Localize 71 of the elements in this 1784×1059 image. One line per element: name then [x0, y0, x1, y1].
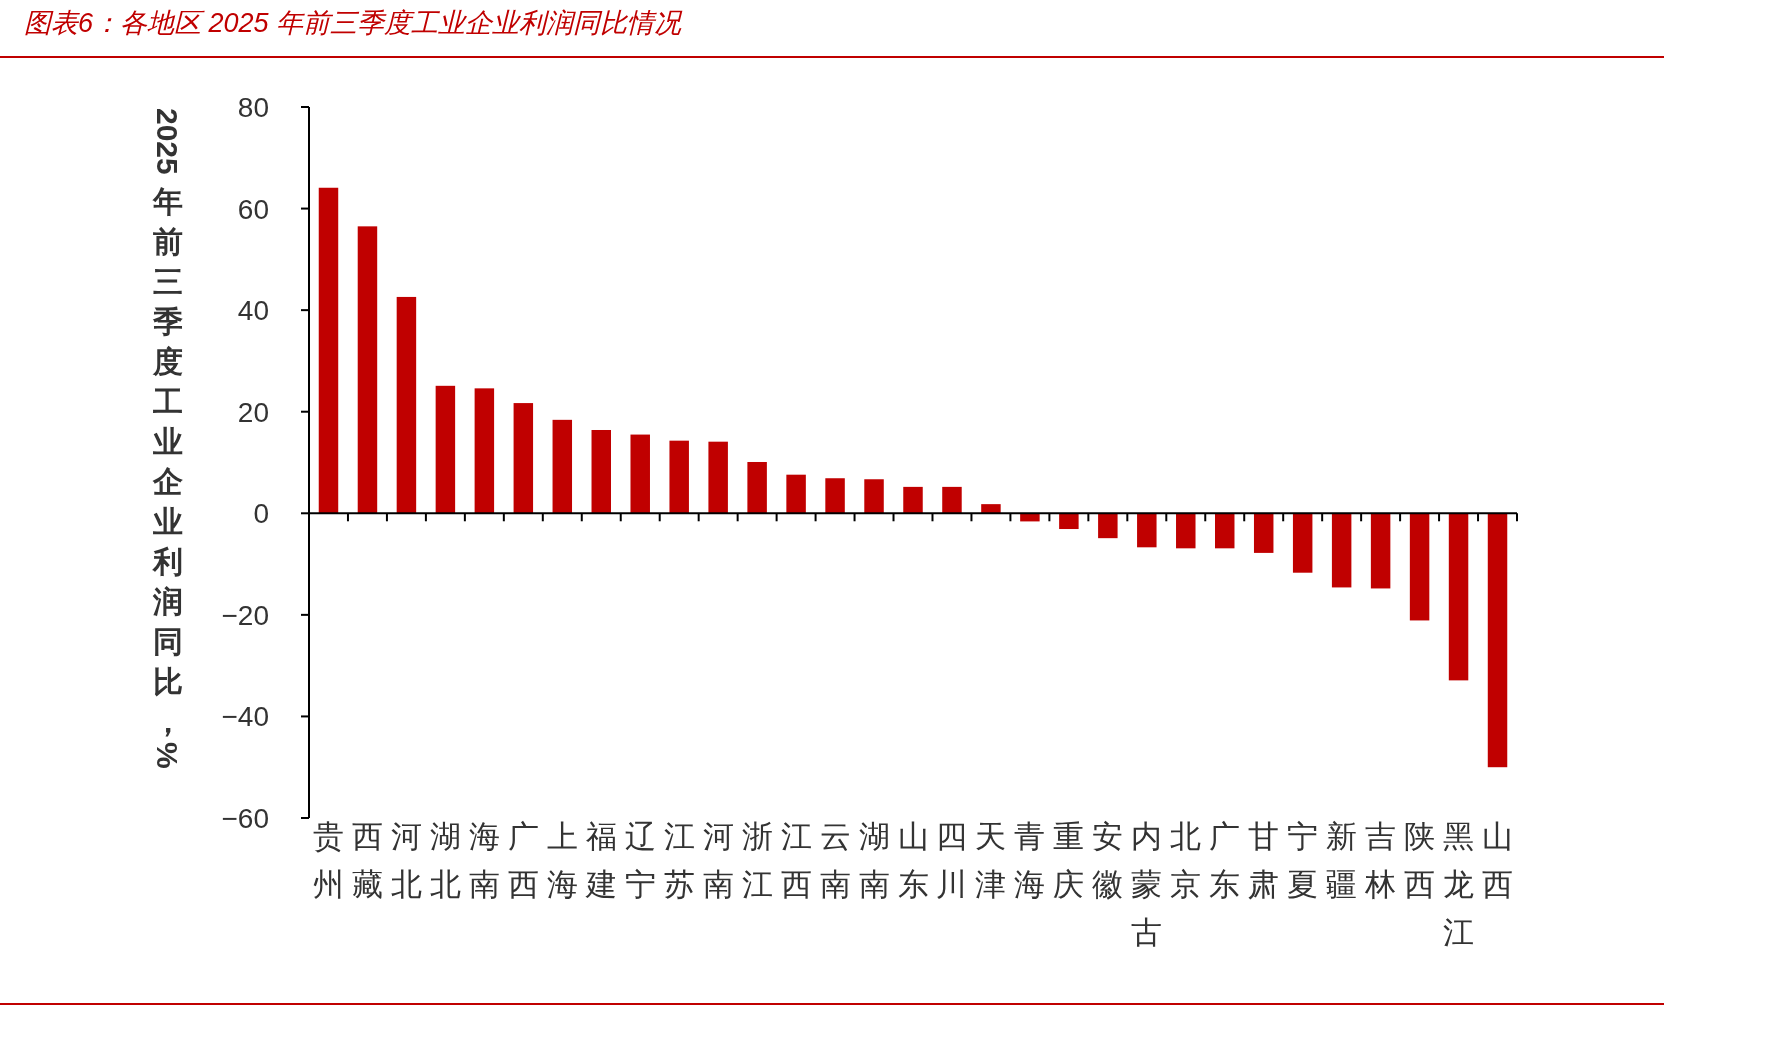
bar — [1331, 513, 1352, 588]
x-tick-label: 浙江 — [741, 819, 773, 902]
bar — [1409, 513, 1430, 621]
y-axis-title: 2025年前三季度工业企业利润同比，% — [151, 108, 184, 769]
x-tick-label: 河南 — [702, 819, 734, 902]
x-tick-label: 山西 — [1482, 819, 1514, 902]
bar — [786, 474, 806, 514]
bar — [942, 486, 962, 514]
bar — [1487, 513, 1508, 768]
bar — [318, 187, 339, 514]
bar — [630, 434, 650, 514]
x-tick-label: 广东 — [1209, 819, 1241, 902]
bar — [552, 419, 573, 514]
bar — [591, 430, 611, 514]
y-tick-label: −20 — [221, 599, 269, 631]
x-tick-label: 安徽 — [1092, 819, 1124, 902]
x-tick-label: 广西 — [507, 819, 539, 902]
x-tick-label: 山东 — [897, 819, 929, 902]
bar — [1059, 513, 1079, 530]
bar — [903, 486, 923, 514]
bar — [1176, 513, 1196, 549]
x-tick-label: 青海 — [1014, 819, 1046, 902]
bar — [1215, 513, 1235, 549]
bar — [435, 385, 456, 514]
x-tick-label: 云南 — [819, 819, 851, 902]
x-tick-label: 江西 — [780, 819, 812, 902]
y-tick-label: 40 — [237, 295, 269, 327]
x-tick-label: 福建 — [584, 819, 617, 902]
bar — [981, 504, 1001, 514]
x-tick-label: 辽宁 — [624, 819, 656, 902]
bar — [357, 226, 378, 514]
bar — [1448, 513, 1469, 681]
x-tick-label: 新疆 — [1326, 819, 1358, 902]
y-tick-label: −60 — [221, 803, 269, 834]
x-tick-label: 湖南 — [858, 819, 890, 902]
x-tick-label: 宁夏 — [1287, 819, 1319, 902]
x-tick-label: 内蒙古 — [1131, 819, 1163, 950]
y-tick-label: −40 — [221, 701, 269, 733]
x-tick-label: 天津 — [975, 819, 1007, 902]
x-tick-label: 甘肃 — [1248, 819, 1280, 902]
x-tick-label: 四川 — [936, 819, 968, 902]
bar — [864, 479, 884, 514]
x-tick-label: 河北 — [390, 819, 422, 902]
x-tick-label: 北京 — [1170, 819, 1202, 902]
y-tick-label: 80 — [237, 92, 269, 123]
bar — [1098, 513, 1118, 539]
y-tick-label: 0 — [253, 498, 269, 530]
bar — [513, 403, 534, 514]
x-tick-label: 重庆 — [1053, 819, 1085, 902]
bar — [1370, 513, 1391, 589]
x-tick-label: 西藏 — [351, 819, 383, 902]
bar — [669, 440, 689, 514]
x-tick-label: 海南 — [468, 819, 500, 902]
x-tick-label: 湖北 — [429, 819, 461, 902]
bar — [1292, 513, 1313, 573]
y-tick-label: 20 — [237, 396, 269, 428]
bar — [747, 461, 767, 514]
x-tick-label: 贵州 — [312, 819, 344, 902]
y-tick-label: 60 — [237, 193, 269, 225]
chart-title: 图表6：各地区 2025 年前三季度工业企业利润同比情况 — [24, 8, 684, 38]
x-tick-label: 上海 — [546, 819, 578, 902]
bar — [474, 388, 495, 514]
x-tick-label: 陕西 — [1404, 819, 1436, 902]
bar — [825, 478, 845, 514]
bar — [1253, 513, 1274, 553]
bar — [1137, 513, 1157, 548]
bar — [396, 296, 417, 514]
x-tick-label: 吉林 — [1364, 819, 1397, 902]
bar — [708, 441, 728, 514]
x-tick-label: 黑龙江 — [1443, 819, 1475, 950]
x-tick-label: 江苏 — [663, 819, 695, 902]
